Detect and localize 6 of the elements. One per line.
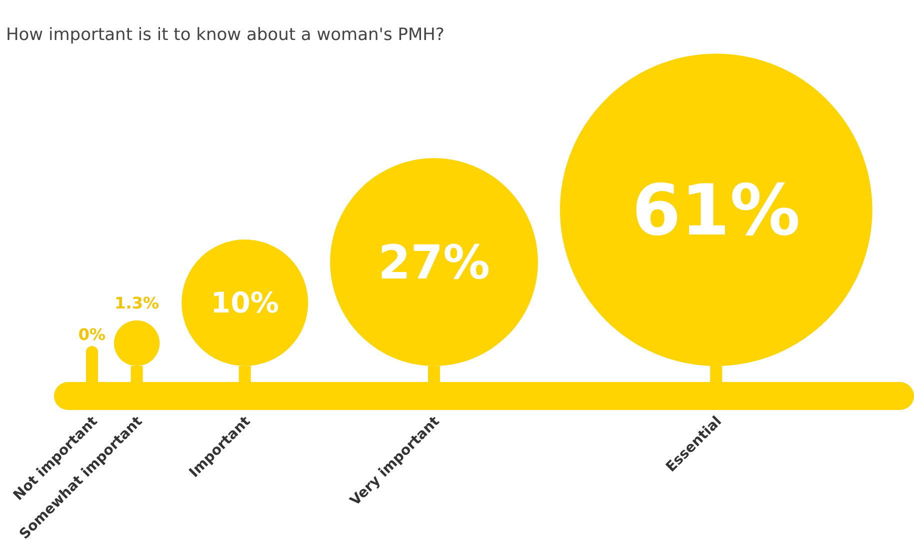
- data-label: 10%: [210, 286, 279, 320]
- data-label: 1.3%: [114, 293, 159, 312]
- text: How important is it to know about a woman's PMH?: [6, 25, 444, 45]
- data-label: 0%: [78, 325, 106, 344]
- data-label: 61%: [632, 169, 800, 252]
- data-label: 27%: [378, 236, 490, 290]
